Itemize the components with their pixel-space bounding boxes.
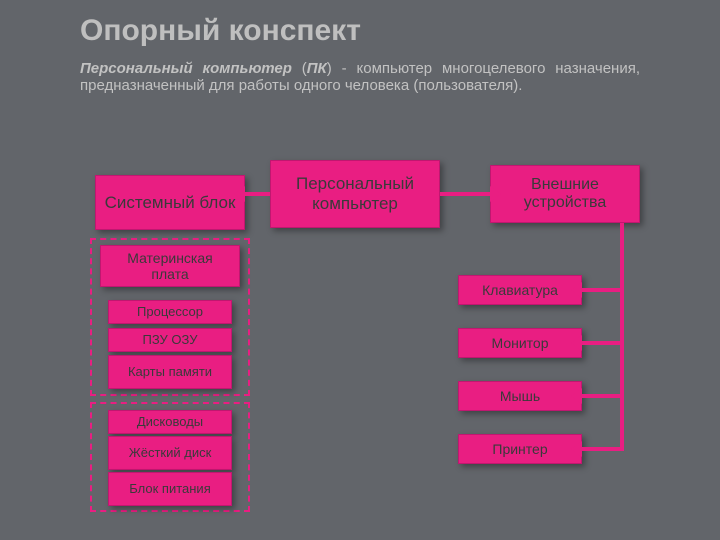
box-cards: Карты памяти <box>108 355 232 389</box>
arrow-left-icon <box>571 282 582 298</box>
box-monitor: Монитор <box>458 328 582 358</box>
arrow-left-icon <box>234 186 245 202</box>
arrow-right-icon <box>490 186 501 202</box>
connector-line <box>582 288 622 292</box>
connector-line <box>245 192 270 196</box>
box-rom_ram: ПЗУ ОЗУ <box>108 328 232 352</box>
connector-line <box>582 341 622 345</box>
connector-line <box>582 447 622 451</box>
arrow-left-icon <box>571 388 582 404</box>
box-external: Внешние устройства <box>490 165 640 223</box>
connector-line <box>620 223 624 451</box>
connector-line <box>582 394 622 398</box>
page-title: Опорный конспект <box>80 14 361 48</box>
arrow-left-icon <box>571 335 582 351</box>
box-hdd: Жёсткий диск <box>108 436 232 470</box>
box-sysblock: Системный блок <box>95 175 245 230</box>
box-pc: Персональный компьютер <box>270 160 440 228</box>
box-keyboard: Клавиатура <box>458 275 582 305</box>
box-drives: Дисководы <box>108 410 232 434</box>
box-cpu: Процессор <box>108 300 232 324</box>
box-psu: Блок питания <box>108 472 232 506</box>
box-mboard: Материнская плата <box>100 245 240 287</box>
box-mouse: Мышь <box>458 381 582 411</box>
box-printer: Принтер <box>458 434 582 464</box>
arrow-left-icon <box>571 441 582 457</box>
description-text: Персональный компьютер (ПК) - компьютер … <box>80 60 640 94</box>
connector-line <box>440 192 490 196</box>
